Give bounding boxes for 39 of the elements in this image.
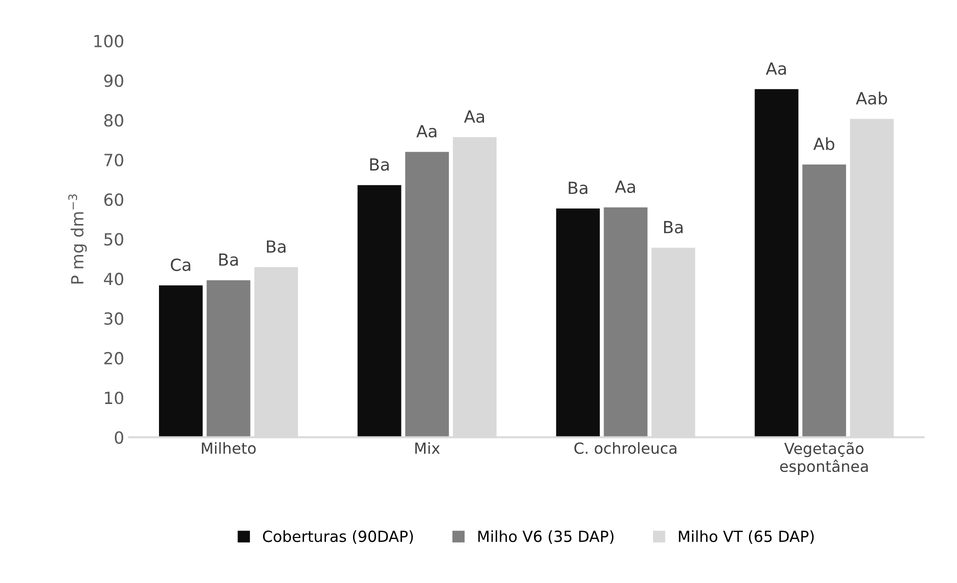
data-label: Aa xyxy=(416,125,436,138)
y-tick-label: 70 xyxy=(104,154,124,166)
y-tick-label: 10 xyxy=(104,392,124,404)
y-tick-label: 90 xyxy=(104,74,124,88)
x-tick-label: C. ochroleuca xyxy=(574,442,676,454)
bar xyxy=(754,89,798,438)
bar xyxy=(604,207,648,438)
data-label: Ba xyxy=(664,221,683,234)
y-tick-label: 20 xyxy=(104,352,124,365)
y-tick-label: 60 xyxy=(104,193,124,206)
data-label: Ca xyxy=(170,258,190,272)
bar xyxy=(158,285,203,438)
bar xyxy=(206,280,250,438)
data-label: Aab xyxy=(856,92,888,105)
x-tick-label: Mix xyxy=(415,442,440,454)
bar xyxy=(556,208,600,438)
data-label: Ba xyxy=(370,158,389,171)
legend-label: Coberturas (90DAP) xyxy=(263,530,413,544)
data-label: Aa xyxy=(464,110,484,123)
y-tick-label: 0 xyxy=(114,431,124,444)
data-label: Ab xyxy=(813,137,834,150)
legend-label: Milho V6 (35 DAP) xyxy=(478,530,614,544)
y-tick-label: 100 xyxy=(94,34,124,48)
data-label: Aa xyxy=(614,180,635,193)
x-tick-label: Milheto xyxy=(202,442,256,454)
data-label: Aa xyxy=(766,62,786,75)
legend-label: Milho VT (65 DAP) xyxy=(678,530,814,544)
y-axis-title: P mg dm$^{−3}$ xyxy=(68,194,87,284)
bar xyxy=(405,152,449,438)
data-label: Ba xyxy=(568,182,588,194)
bar xyxy=(358,185,402,438)
data-label: Ba xyxy=(219,254,238,266)
bar xyxy=(802,164,846,438)
y-tick-label: 80 xyxy=(104,114,124,127)
y-tick-label: 30 xyxy=(104,312,124,325)
x-tick-label: Vegetação espontânea xyxy=(780,442,868,475)
y-tick-label: 40 xyxy=(104,272,124,286)
data-label: Ba xyxy=(266,240,286,253)
y-tick-label: 50 xyxy=(104,232,124,246)
